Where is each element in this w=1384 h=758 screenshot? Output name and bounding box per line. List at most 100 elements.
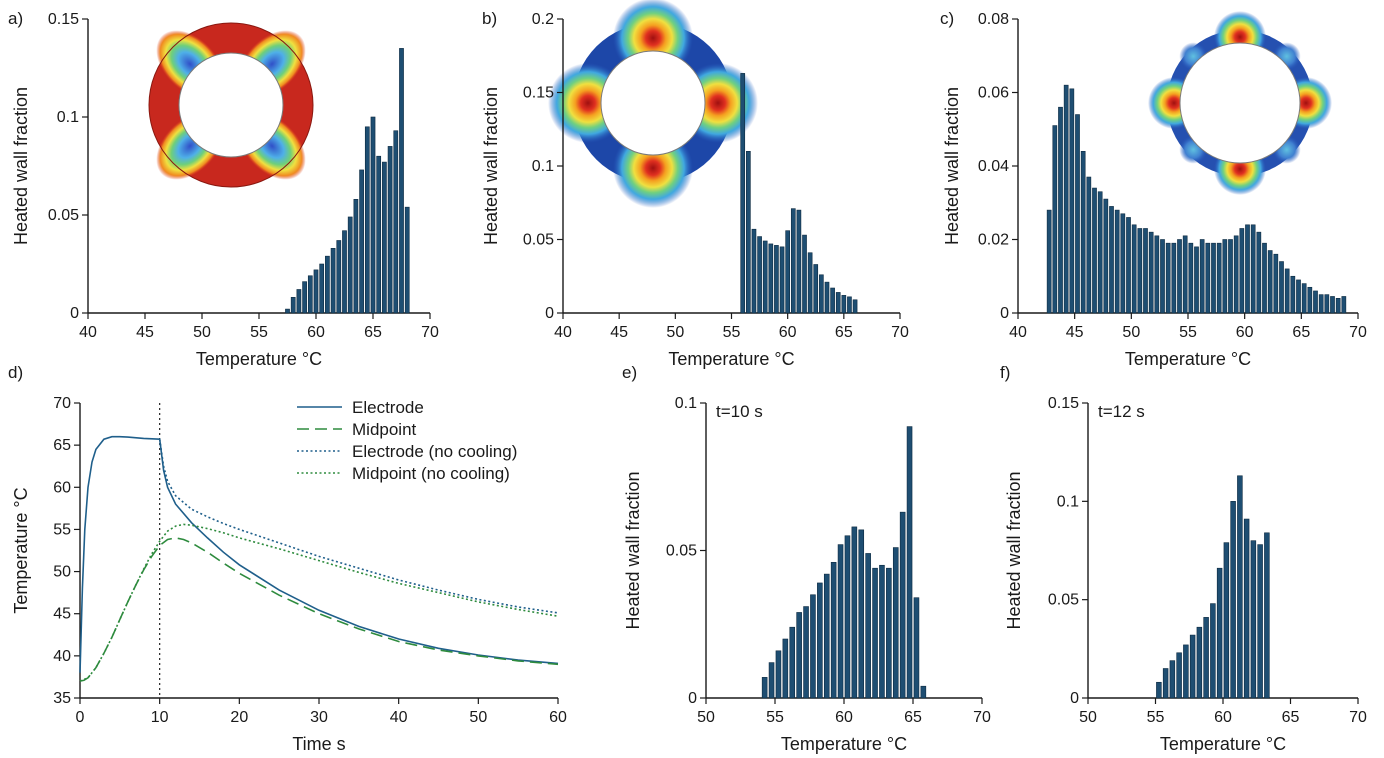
bar (746, 151, 751, 314)
bar (1177, 239, 1182, 314)
series-line (79, 537, 559, 682)
x-axis-label: Temperature °C (781, 734, 907, 754)
bar (810, 594, 816, 699)
x-tick-label: 70 (1349, 324, 1367, 341)
bar (1148, 231, 1154, 314)
bar (1131, 224, 1137, 314)
y-tick-label: 0.15 (523, 85, 554, 102)
x-tick-label: 40 (79, 324, 97, 341)
bar (353, 199, 359, 314)
x-tick-label: 20 (230, 709, 248, 726)
bar (330, 248, 336, 314)
ring-outer-edge (148, 22, 314, 188)
bar (1126, 217, 1131, 314)
x-tick-label: 40 (390, 709, 408, 726)
bar (1239, 228, 1245, 314)
y-axis-label: Temperature °C (11, 487, 31, 613)
bar (1114, 209, 1120, 314)
bar (803, 606, 809, 699)
bar (399, 48, 404, 314)
bar (785, 230, 790, 314)
x-axis-label: Temperature °C (1125, 349, 1251, 369)
y-tick-label: 40 (53, 648, 71, 665)
bar (1046, 209, 1052, 314)
bar (1233, 235, 1239, 314)
bar (1290, 275, 1296, 314)
bar (796, 612, 802, 699)
bar (382, 161, 387, 314)
y-tick-label: 0 (70, 305, 79, 322)
y-tick-label: 0.06 (978, 85, 1009, 102)
ring-inner-hole (600, 50, 706, 156)
ring-inner-hole (178, 52, 284, 158)
bar (1216, 567, 1223, 699)
x-tick-label: 55 (1147, 709, 1165, 726)
y-tick-label: 55 (53, 521, 71, 538)
bar (1301, 283, 1307, 314)
bar (775, 650, 782, 699)
bar (1183, 644, 1189, 699)
bar (1188, 242, 1194, 314)
bar (872, 567, 878, 699)
panel-e: e) 50 55 60 65 70 0 0.05 0.1 Temperature °C Heated… (622, 363, 991, 754)
bar (1160, 239, 1165, 314)
legend-label: Electrode (352, 398, 424, 417)
bar (847, 296, 852, 314)
y-tick-label: 0.05 (1048, 592, 1079, 609)
bar (1223, 542, 1230, 699)
bar (1262, 242, 1267, 314)
x-tick-label: 70 (1349, 709, 1367, 726)
x-tick-label: 60 (779, 324, 797, 341)
series-line (79, 435, 559, 673)
y-axis-label: Heated wall fraction (1004, 471, 1024, 629)
bar (1196, 626, 1203, 699)
bar (336, 240, 342, 314)
bar (1109, 206, 1114, 314)
y-tick-label: 0.1 (57, 109, 79, 126)
y-tick-label: 0.05 (666, 543, 697, 560)
x-tick-label: 65 (904, 709, 922, 726)
bar (807, 252, 813, 314)
y-tick-label: 0.1 (675, 395, 697, 412)
y-axis-label: Heated wall fraction (11, 87, 31, 245)
bar (823, 573, 830, 699)
bar (296, 289, 302, 314)
bar (1086, 176, 1092, 314)
bar (879, 564, 885, 699)
x-tick-label: 55 (1179, 324, 1197, 341)
x-tick-label: 60 (835, 709, 853, 726)
bar (1210, 603, 1216, 699)
bar (285, 308, 290, 314)
y-tick-label: 60 (53, 479, 71, 496)
panel-label: e) (622, 363, 637, 382)
legend-label: Electrode (no cooling) (352, 442, 517, 461)
bar (761, 677, 768, 699)
ring-inner-hole (1179, 42, 1301, 164)
bar (1335, 297, 1341, 314)
panel-b: b) 40 45 50 55 60 65 70 0 0.05 0.1 0.15 0.2 Temperatu… (481, 0, 909, 369)
bar (1120, 213, 1126, 314)
bar (1250, 540, 1257, 699)
bar (1257, 544, 1263, 699)
y-axis-label: Heated wall fraction (623, 471, 643, 629)
bar (387, 146, 393, 314)
x-tick-label: 65 (835, 324, 853, 341)
bar (1162, 668, 1169, 699)
series-line (79, 523, 559, 682)
bar (899, 511, 906, 699)
bar (1211, 242, 1216, 314)
x-tick-label: 50 (666, 324, 684, 341)
bar (1296, 279, 1301, 314)
panel-label: d) (8, 363, 23, 382)
x-tick-label: 0 (76, 709, 85, 726)
bar (370, 116, 376, 314)
bar (1137, 228, 1143, 314)
bar (1171, 242, 1177, 314)
bar (819, 274, 824, 314)
x-tick-label: 45 (136, 324, 154, 341)
series-line (158, 439, 559, 614)
ring-heatmap-inset (1148, 11, 1332, 195)
legend-label: Midpoint (no cooling) (352, 464, 510, 483)
bar (1313, 290, 1318, 314)
bar (802, 234, 807, 314)
